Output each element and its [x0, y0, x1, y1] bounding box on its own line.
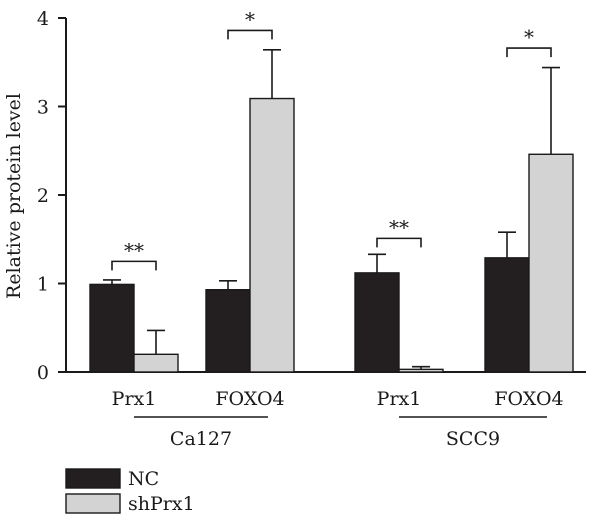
significance-label: **: [389, 215, 409, 239]
legend-swatch-nc: [65, 468, 121, 489]
bar-nc: [484, 257, 530, 373]
y-axis-label: Relative protein level: [3, 93, 25, 299]
legend-swatch-shprx1: [65, 493, 121, 514]
group-label: Ca127: [170, 428, 232, 450]
significance-label: *: [524, 25, 534, 49]
x-tick-label: FOXO4: [215, 388, 284, 410]
group-label: SCC9: [446, 428, 500, 450]
legend-label: NC: [128, 468, 159, 490]
bar-shprx1: [528, 153, 574, 373]
bar-nc: [354, 272, 400, 373]
y-tick-label: 2: [37, 185, 49, 207]
significance-label: **: [124, 238, 144, 262]
bar-shprx1: [133, 353, 179, 373]
x-tick-label: Prx1: [112, 388, 157, 410]
y-tick-label: 1: [37, 274, 49, 296]
y-tick-label: 4: [37, 8, 49, 30]
legend-label: shPrx1: [128, 493, 195, 515]
significance-bracket: [227, 29, 273, 40]
x-tick-label: FOXO4: [494, 388, 563, 410]
bar-nc: [205, 288, 251, 373]
y-tick-label: 3: [37, 97, 49, 119]
bar-shprx1: [249, 97, 295, 373]
y-tick-label: 0: [37, 362, 49, 384]
significance-bracket: [506, 47, 552, 58]
significance-bracket: [111, 260, 157, 271]
significance-label: *: [245, 7, 255, 31]
significance-bracket: [376, 237, 422, 248]
bar-nc: [89, 283, 135, 373]
bar-shprx1: [398, 368, 444, 373]
x-tick-label: Prx1: [377, 388, 422, 410]
